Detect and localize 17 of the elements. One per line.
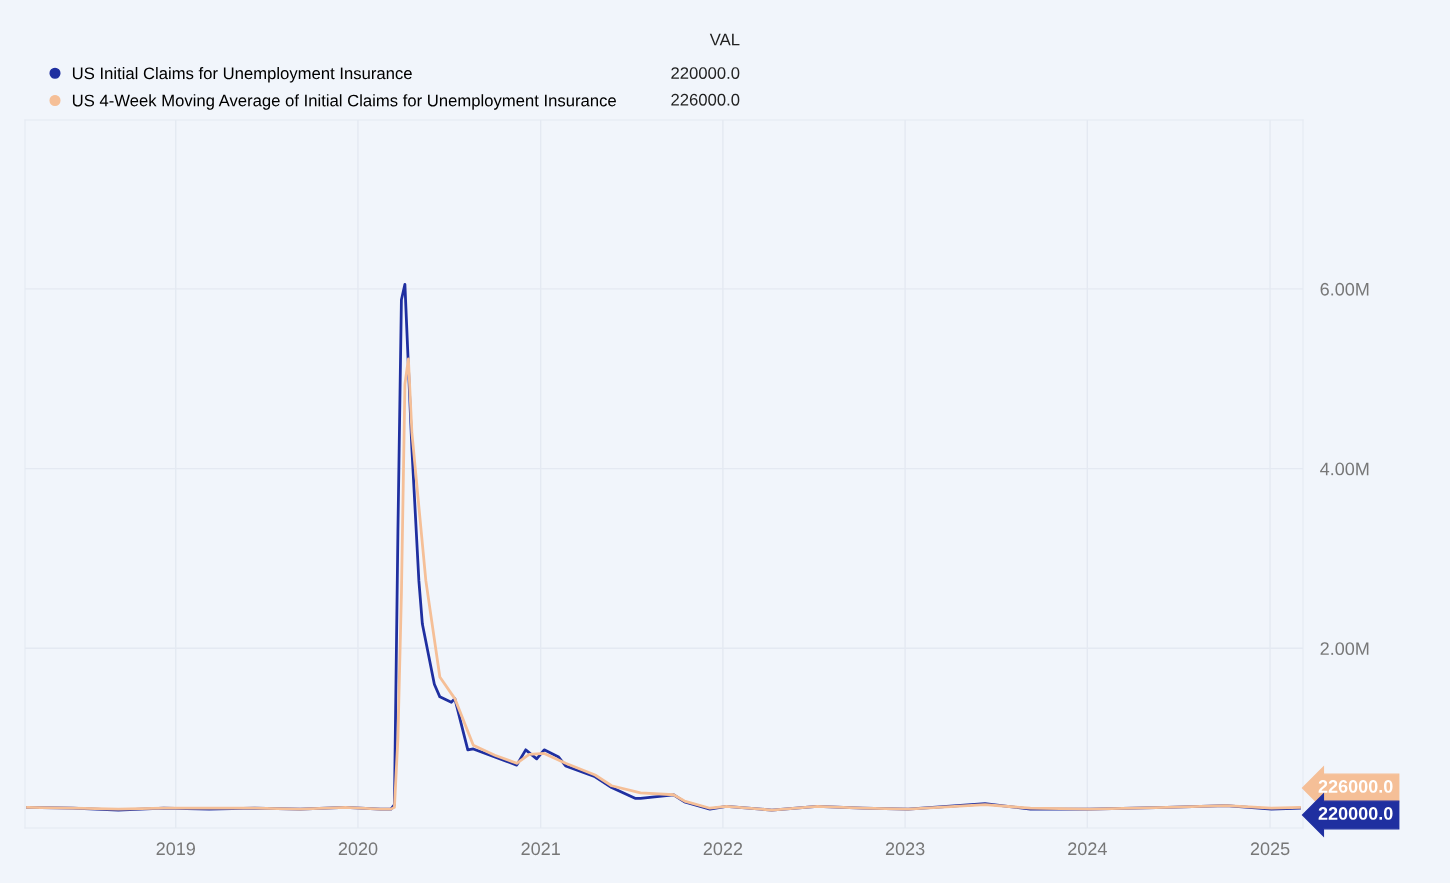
text: 220000.0	[671, 67, 740, 79]
x-tick-label: 2022	[703, 842, 743, 856]
x-tick-label: 2021	[521, 842, 560, 856]
x-tick-label: 2023	[885, 842, 925, 856]
text: 226000.0	[671, 93, 740, 106]
x-tick-label: 2020	[338, 842, 378, 856]
text: 226000.0	[1318, 780, 1393, 793]
x-tick-label: 2019	[156, 842, 195, 856]
legend-label: US 4-Week Moving Average of Initial Claims for Unemployment Insurance	[72, 94, 616, 110]
y-tick-label: 4.00M	[1320, 462, 1369, 476]
x-tick-label: 2025	[1250, 842, 1290, 856]
y-tick-label: 6.00M	[1320, 282, 1369, 296]
legend-label: US Initial Claims for Unemployment Insurance	[72, 67, 412, 83]
legend-title: VAL	[709, 33, 740, 46]
x-tick-label: 2024	[1068, 842, 1107, 856]
text: 220000.0	[1318, 807, 1393, 820]
y-tick-label: 2.00M	[1320, 642, 1369, 656]
